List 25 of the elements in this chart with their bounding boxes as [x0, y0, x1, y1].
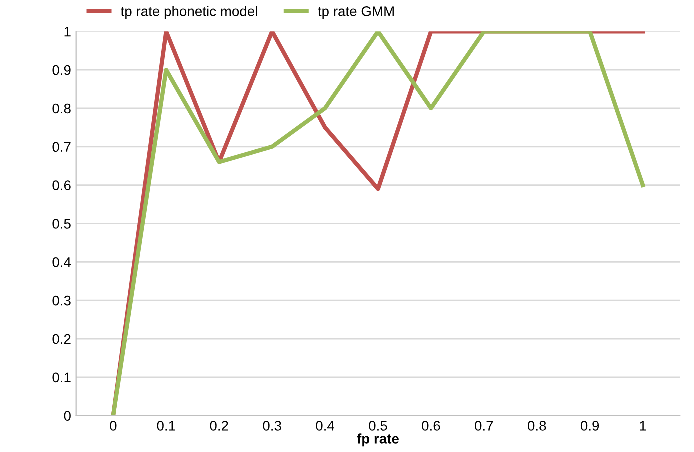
x-tick-label: 0.3: [263, 421, 282, 431]
y-tick-label: 0.1: [52, 372, 71, 383]
y-tick-label: 0: [64, 411, 71, 422]
legend-label: tp rate phonetic model: [120, 6, 258, 20]
x-tick-label: 0.4: [316, 421, 335, 431]
y-tick-label: 0.5: [52, 219, 71, 229]
x-tick-label: 0: [110, 421, 117, 431]
x-axis-title: fp rate: [357, 434, 399, 447]
x-tick-label: 0.8: [528, 421, 546, 431]
y-tick-label: 0.8: [52, 104, 71, 114]
x-tick-label: 0.1: [157, 421, 176, 431]
y-tick-label: 0.4: [52, 257, 72, 268]
x-tick-label: 0.6: [422, 421, 440, 431]
y-tick-label: 0.7: [52, 142, 71, 152]
x-tick-label: 0.2: [210, 421, 228, 431]
x-tick-label: 0.7: [475, 421, 494, 431]
x-tick-label: 0.9: [580, 421, 600, 431]
y-tick-label: 0.3: [52, 296, 71, 306]
y-tick-label: 1: [64, 27, 71, 37]
y-tick-label: 0.6: [52, 180, 71, 190]
x-tick-label: 0.5: [369, 421, 388, 431]
y-tick-label: 0.2: [52, 334, 71, 344]
legend-label: tp rate GMM: [318, 6, 394, 20]
y-tick-label: 0.9: [52, 65, 71, 76]
x-tick-label: 1: [640, 421, 646, 431]
